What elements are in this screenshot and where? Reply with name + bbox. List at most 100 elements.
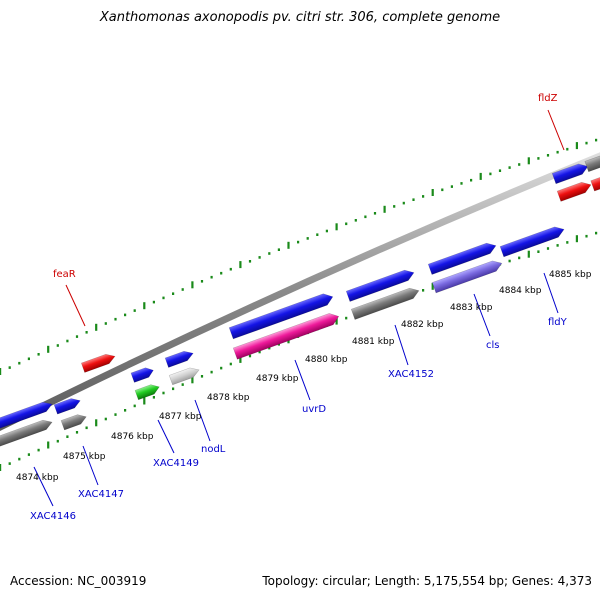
leader-nodl bbox=[194, 399, 211, 442]
feature-cls[interactable] bbox=[431, 258, 503, 294]
gc-inner-tick bbox=[239, 355, 242, 363]
gc-outer-tick bbox=[489, 172, 492, 176]
accession-text: Accession: NC_003919 bbox=[10, 574, 147, 588]
gc-inner-tick bbox=[518, 256, 521, 260]
gene-label-XAC4149[interactable]: XAC4149 bbox=[153, 458, 199, 469]
gc-outer-tick bbox=[518, 163, 521, 166]
kbp-label-4877: 4877 kbp bbox=[159, 412, 202, 422]
gc-inner-tick bbox=[268, 346, 271, 350]
gc-outer-tick bbox=[229, 267, 232, 271]
gc-inner-tick bbox=[162, 391, 165, 395]
leader-xac4149 bbox=[157, 419, 175, 454]
leader-fldy bbox=[543, 272, 559, 314]
feature-nodl-forward[interactable] bbox=[164, 349, 195, 368]
feature-nodl[interactable] bbox=[168, 365, 201, 386]
feature-fldy-forward[interactable] bbox=[499, 224, 566, 258]
kbp-label-4880: 4880 kbp bbox=[305, 355, 348, 365]
gc-outer-tick bbox=[210, 275, 213, 279]
gc-inner-tick bbox=[181, 383, 184, 386]
feature-fear[interactable] bbox=[80, 352, 116, 373]
gene-label-XAC4147[interactable]: XAC4147 bbox=[78, 489, 124, 500]
gc-outer-tick bbox=[27, 357, 30, 361]
gc-outer-tick bbox=[152, 300, 155, 304]
gene-label-uvrD[interactable]: uvrD bbox=[302, 404, 326, 415]
gc-inner-tick bbox=[66, 435, 69, 438]
gc-outer-tick bbox=[479, 172, 482, 180]
gc-outer-tick bbox=[556, 150, 559, 154]
gc-outer-tick bbox=[595, 138, 598, 142]
gc-outer-tick bbox=[124, 313, 127, 317]
genome-summary-text: Topology: circular; Length: 5,175,554 bp… bbox=[262, 574, 592, 588]
gc-outer-tick bbox=[297, 240, 300, 244]
gc-inner-tick bbox=[0, 464, 2, 471]
kbp-label-4884: 4884 kbp bbox=[499, 286, 542, 296]
gc-outer-tick bbox=[268, 252, 271, 255]
gc-outer-tick bbox=[527, 157, 530, 165]
gc-outer-tick bbox=[450, 185, 453, 188]
gc-inner-tick bbox=[191, 376, 194, 384]
gene-label-cls[interactable]: cls bbox=[486, 340, 500, 351]
feature-fldz-next[interactable] bbox=[590, 174, 600, 192]
gc-inner-tick bbox=[104, 417, 107, 421]
gc-outer-tick bbox=[575, 142, 578, 150]
feature-fldz-forward[interactable] bbox=[551, 161, 590, 185]
feature-xac4149[interactable] bbox=[134, 382, 161, 401]
feature-xac4147-forward[interactable] bbox=[53, 396, 82, 415]
gc-outer-tick bbox=[441, 188, 444, 192]
gc-outer-tick bbox=[325, 229, 328, 233]
gc-outer-tick bbox=[431, 189, 434, 196]
kbp-label-4876: 4876 kbp bbox=[111, 432, 154, 442]
leader-xac4146 bbox=[33, 466, 54, 507]
kbp-label-4883: 4883 kbp bbox=[450, 303, 493, 313]
gc-outer-tick bbox=[498, 169, 502, 172]
gc-inner-tick bbox=[75, 431, 79, 434]
gc-inner-tick bbox=[258, 350, 261, 354]
gene-label-XAC4152[interactable]: XAC4152 bbox=[388, 369, 434, 380]
gc-outer-tick bbox=[85, 331, 88, 334]
gc-outer-tick bbox=[66, 339, 69, 343]
leader-xac4147 bbox=[82, 445, 99, 486]
feature-xac4152[interactable] bbox=[350, 285, 421, 320]
feature-edge-gray[interactable] bbox=[584, 153, 600, 173]
gene-label-fldY[interactable]: fldY bbox=[548, 317, 568, 328]
gc-inner-tick bbox=[85, 426, 88, 430]
feature-cls-forward[interactable] bbox=[427, 240, 498, 275]
gc-inner-tick bbox=[566, 241, 569, 244]
gc-outer-tick bbox=[316, 233, 319, 236]
kbp-label-4874: 4874 kbp bbox=[16, 473, 59, 483]
gc-outer-tick bbox=[95, 323, 98, 331]
gene-label-feaR[interactable]: feaR bbox=[53, 269, 76, 280]
feature-uvrd[interactable] bbox=[232, 311, 341, 360]
feature-uvrd-forward[interactable] bbox=[228, 291, 335, 340]
gc-content-track-outer bbox=[0, 138, 598, 375]
gene-label-nodL[interactable]: nodL bbox=[201, 444, 226, 455]
gc-outer-tick bbox=[47, 345, 50, 353]
gc-outer-tick bbox=[75, 335, 79, 338]
gene-label-fldZ[interactable]: fldZ bbox=[538, 93, 558, 104]
label-leader-lines bbox=[33, 109, 565, 507]
gene-label-XAC4146[interactable]: XAC4146 bbox=[30, 511, 76, 522]
gc-outer-tick bbox=[585, 141, 588, 145]
feature-xac4147-reverse[interactable] bbox=[60, 412, 88, 431]
gc-inner-tick bbox=[95, 419, 98, 427]
feature-xac4146-forward[interactable] bbox=[0, 399, 54, 431]
gc-outer-tick bbox=[191, 281, 194, 289]
gc-outer-tick bbox=[104, 322, 107, 325]
gc-inner-tick bbox=[114, 413, 117, 416]
gc-inner-tick bbox=[220, 366, 223, 370]
gc-outer-tick bbox=[239, 261, 242, 269]
gc-inner-tick bbox=[556, 244, 559, 247]
gc-outer-tick bbox=[133, 309, 136, 312]
feature-fldz[interactable] bbox=[556, 180, 593, 202]
gc-inner-tick bbox=[172, 387, 175, 391]
leader-fear bbox=[65, 284, 86, 327]
feature-xac4152-forward[interactable] bbox=[345, 267, 416, 302]
gc-outer-tick bbox=[508, 166, 511, 169]
gc-outer-tick bbox=[354, 219, 357, 222]
feature-xac4146-reverse[interactable] bbox=[0, 417, 54, 449]
gc-outer-tick bbox=[335, 223, 338, 231]
gc-outer-tick bbox=[373, 212, 377, 215]
feature-small-forward[interactable] bbox=[130, 366, 155, 383]
